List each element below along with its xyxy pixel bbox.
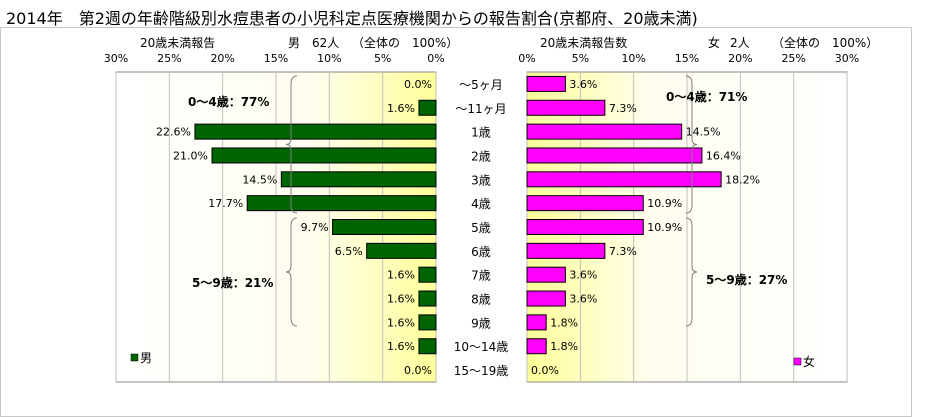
female-0-4-annotation: 0～4歳：71% — [666, 89, 747, 104]
group-bracket — [685, 217, 698, 327]
female-data-label: 1.8% — [550, 340, 578, 353]
female-bar — [526, 242, 606, 259]
male-x-tick-label: 30% — [104, 52, 128, 65]
male-data-label: 6.5% — [335, 245, 363, 258]
age-category-label: 7歳 — [471, 269, 491, 283]
male-x-tick-label: 5% — [374, 52, 391, 65]
female-data-label: 14.5% — [686, 126, 721, 139]
male-x-tick-label: 0% — [427, 52, 444, 65]
male-data-label: 0.0% — [404, 78, 432, 91]
male-data-label: 1.6% — [387, 340, 415, 353]
female-data-label: 3.6% — [569, 78, 597, 91]
female-x-tick-label: 10% — [621, 52, 645, 65]
male-data-label: 0.0% — [404, 364, 432, 377]
male-legend-swatch — [130, 353, 139, 362]
female-data-label: 3.6% — [569, 293, 597, 306]
female-bar — [526, 171, 722, 188]
female-data-label: 1.8% — [550, 316, 578, 329]
group-bracket — [285, 217, 298, 327]
male-bar — [332, 219, 437, 235]
female-data-label: 18.2% — [725, 173, 760, 186]
age-category-label: 10～14歳 — [454, 340, 509, 354]
female-bar — [526, 290, 566, 307]
female-x-tick-label: 30% — [835, 52, 859, 65]
female-bar — [526, 123, 683, 140]
female-bar — [526, 195, 644, 212]
male-header-left: 20歳未満報告 — [140, 36, 216, 50]
female-header-left: 20歳未満報告数 — [540, 36, 628, 50]
female-bar — [526, 99, 606, 116]
male-bar — [366, 242, 437, 259]
male-bar — [418, 99, 437, 116]
male-bar — [418, 338, 437, 355]
female-data-label: 3.6% — [569, 269, 597, 282]
male-header-count: 62人 — [312, 36, 340, 50]
male-legend-label: 男 — [140, 351, 152, 365]
age-category-label: 6歳 — [471, 245, 491, 259]
group-bracket — [685, 75, 698, 214]
female-header-count: 2人 — [730, 36, 750, 50]
group-bracket — [285, 75, 298, 214]
female-header-total: （全体の 100%） — [772, 36, 879, 50]
female-5-9-annotation: 5～9歳：27% — [706, 272, 787, 287]
male-data-label: 1.6% — [387, 102, 415, 115]
chart-title: 2014年 第2週の年齢階級別水痘患者の小児科定点医療機関からの報告割合(京都府… — [6, 9, 698, 28]
male-bar — [211, 147, 437, 164]
female-bar — [526, 314, 547, 331]
female-legend-label: 女 — [803, 354, 815, 369]
female-data-label: 16.4% — [706, 149, 741, 162]
male-bar — [418, 290, 437, 307]
age-category-label: 9歳 — [471, 316, 491, 330]
female-x-tick-label: 25% — [781, 52, 805, 65]
female-data-label: 0.0% — [531, 364, 559, 377]
female-x-tick-label: 0% — [518, 52, 535, 65]
age-category-label: ～11ヶ月 — [455, 102, 506, 116]
female-header-sex: 女 — [708, 36, 721, 50]
age-category-label: 5歳 — [471, 221, 491, 235]
female-x-tick-label: 5% — [572, 52, 589, 65]
male-data-label: 1.6% — [387, 269, 415, 282]
female-bar — [526, 266, 566, 283]
age-category-label: 1歳 — [471, 126, 491, 140]
male-data-label: 14.5% — [242, 173, 277, 186]
age-category-label: 8歳 — [471, 293, 491, 307]
female-bar — [526, 338, 547, 355]
age-category-label: 4歳 — [471, 197, 491, 211]
male-bar — [280, 171, 437, 188]
age-category-label: 3歳 — [471, 173, 491, 187]
male-5-9-annotation: 5～9歳：21% — [192, 275, 273, 290]
female-x-tick-label: 20% — [728, 52, 752, 65]
male-data-label: 9.7% — [301, 221, 329, 234]
male-0-4-annotation: 0～4歳：77% — [188, 94, 269, 109]
male-x-tick-label: 10% — [317, 52, 341, 65]
female-data-label: 10.9% — [647, 221, 682, 234]
male-header-sex: 男 — [288, 36, 301, 50]
female-x-tick-label: 15% — [675, 52, 699, 65]
male-x-tick-label: 15% — [264, 52, 288, 65]
female-data-label: 7.3% — [609, 102, 637, 115]
male-data-label: 22.6% — [156, 126, 191, 139]
male-bar — [194, 123, 437, 140]
female-bar — [526, 75, 566, 92]
male-data-label: 17.7% — [208, 197, 243, 210]
male-data-label: 1.6% — [387, 316, 415, 329]
female-legend-swatch — [793, 357, 802, 366]
male-bar — [246, 195, 437, 212]
male-data-label: 21.0% — [173, 149, 208, 162]
age-category-label: 15～19歳 — [454, 364, 509, 378]
female-data-label: 10.9% — [647, 197, 682, 210]
female-bar — [526, 219, 644, 235]
female-data-label: 7.3% — [609, 245, 637, 258]
male-bar — [418, 314, 437, 331]
male-x-tick-label: 25% — [157, 52, 181, 65]
male-bar — [418, 266, 437, 283]
age-category-label: 2歳 — [471, 149, 491, 163]
male-data-label: 1.6% — [387, 293, 415, 306]
male-x-tick-label: 20% — [210, 52, 234, 65]
age-category-label: ～5ヶ月 — [459, 78, 503, 92]
female-bar — [526, 147, 703, 164]
male-header-total: （全体の 100%） — [352, 36, 459, 50]
